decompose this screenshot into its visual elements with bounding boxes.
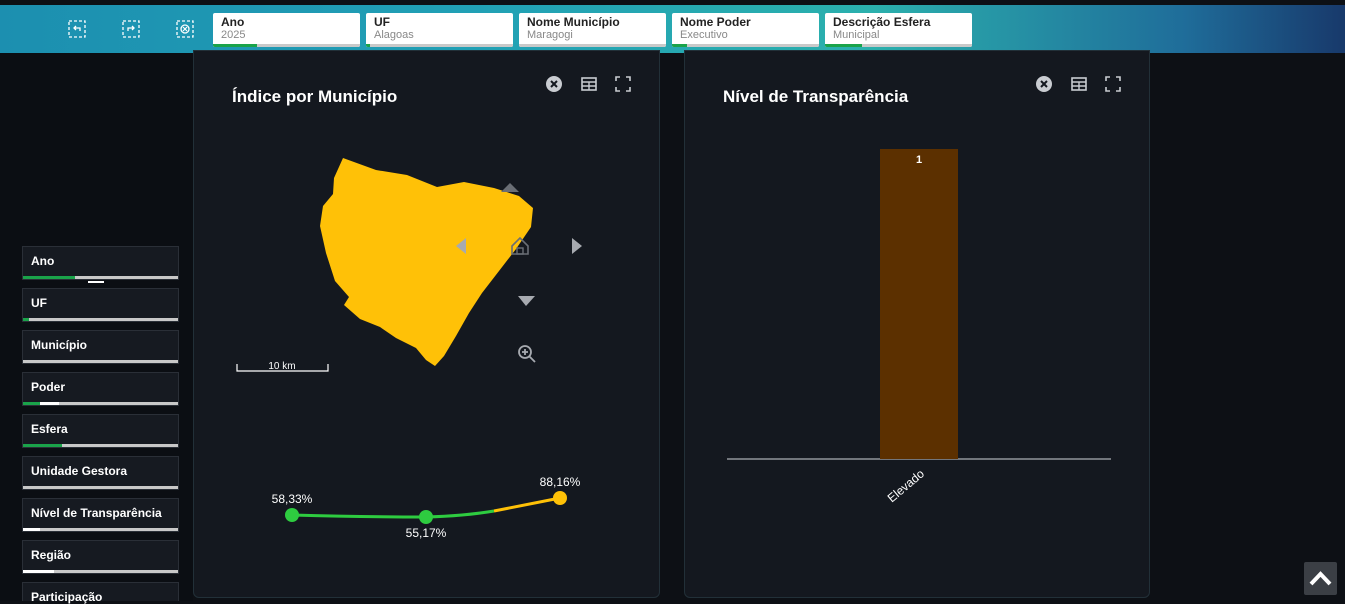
municipality-shape[interactable] [320,158,533,366]
fullscreen-icon[interactable] [1104,75,1122,93]
filter-chip-label: Descrição Esfera [833,15,931,29]
scale-label: 10 km [268,361,295,372]
sidebar-item-ano[interactable]: Ano [22,246,179,280]
trend-point[interactable] [419,510,433,524]
scale-bar [236,364,329,372]
sidebar-item-label: Esfera [31,422,68,436]
filter-chip-municipio[interactable]: Nome Município Maragogi [519,13,666,47]
filter-chip-bar [825,44,972,47]
filter-chip-bar [672,44,819,47]
sidebar-item-label: UF [31,296,47,310]
clear-selections-icon[interactable] [175,19,195,39]
map-and-trend-area: 10 km 58,33% 55,17% 88,16% [236,158,582,540]
bar-data-label: 1 [916,154,922,166]
bar-chart-title: Nível de Transparência [723,87,909,106]
sidebar-item-participacao[interactable]: Participação [22,582,179,604]
filter-chip-esfera[interactable]: Descrição Esfera Municipal [825,13,972,47]
map-panel-title: Índice por Município [232,87,398,106]
filter-chip-poder[interactable]: Nome Poder Executivo [672,13,819,47]
pan-up-icon[interactable] [501,183,519,192]
x-tick-label: Elevado [885,466,927,505]
home-icon[interactable] [511,236,529,255]
trend-point[interactable] [553,491,567,505]
trend-point[interactable] [285,508,299,522]
sidebar-item-nivel-transparencia[interactable]: Nível de Transparência [22,498,179,532]
trend-line-yellow [493,496,561,513]
step-back-selection-icon[interactable] [67,19,87,39]
sidebar-item-esfera[interactable]: Esfera [22,414,179,448]
trend-label: 55,17% [406,526,447,540]
map-panel: Índice por Município 10 km [193,50,660,598]
filter-chip-value: Municipal [833,29,880,41]
filter-chip-bar [519,44,666,47]
sidebar-item-regiao[interactable]: Região [22,540,179,574]
sidebar-item-municipio[interactable]: Município [22,330,179,364]
filter-chip-value: Maragogi [527,29,573,41]
trend-line-green [291,509,495,519]
trend-label: 88,16% [540,475,581,489]
filter-chip-value: Alagoas [374,29,414,41]
filter-chip-bar [366,44,513,47]
filter-chip-label: UF [374,15,390,29]
table-view-icon[interactable] [1070,75,1088,93]
pan-down-icon[interactable] [518,296,535,306]
sidebar-item-label: Participação [31,590,103,604]
top-filter-bar: Ano 2025 UF Alagoas Nome Município Marag… [0,5,1345,53]
filter-chip-ano[interactable]: Ano 2025 [213,13,360,47]
sidebar-item-label: Poder [31,380,66,394]
chevron-up-icon [1309,571,1332,586]
step-forward-selection-icon[interactable] [121,19,141,39]
bar-chart-panel: Nível de Transparência 1 Elevado [684,50,1150,598]
sidebar-item-poder[interactable]: Poder [22,372,179,406]
sidebar-item-label: Unidade Gestora [31,464,128,478]
fullscreen-icon[interactable] [614,75,632,93]
sidebar-item-uf[interactable]: UF [22,288,179,322]
table-view-icon[interactable] [580,75,598,93]
sidebar-item-label: Ano [31,254,55,268]
filter-chip-label: Ano [221,15,245,29]
filter-chip-value: Executivo [680,29,728,41]
sidebar-item-label: Município [31,338,87,352]
filter-chip-label: Nome Município [527,15,620,29]
pan-left-icon[interactable] [456,238,466,254]
pan-right-icon[interactable] [572,238,582,254]
filter-chip-value: 2025 [221,29,246,41]
filter-chip-bar [213,44,360,47]
bar-elevado[interactable] [880,149,958,459]
trend-label: 58,33% [272,492,313,506]
sidebar-item-unidade-gestora[interactable]: Unidade Gestora [22,456,179,490]
close-icon[interactable] [1035,75,1053,93]
zoom-in-icon[interactable] [518,345,536,363]
bar-chart: 1 Elevado [727,149,1111,505]
filter-chip-label: Nome Poder [680,15,751,29]
close-icon[interactable] [545,75,563,93]
filter-chip-uf[interactable]: UF Alagoas [366,13,513,47]
scroll-to-top-button[interactable] [1304,562,1337,595]
sidebar-item-label: Nível de Transparência [31,506,162,520]
sidebar-item-label: Região [31,548,72,562]
